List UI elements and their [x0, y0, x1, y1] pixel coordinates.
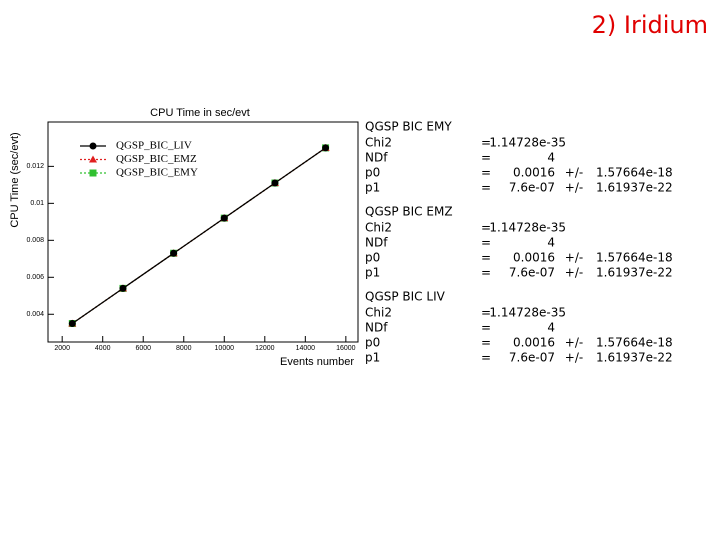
chart-title: CPU Time in sec/evt	[150, 107, 250, 119]
plot-frame	[47, 121, 359, 343]
fit-cell: +/-	[565, 336, 583, 350]
point	[170, 249, 178, 257]
fit-cell: 1.61937e-22	[596, 181, 673, 195]
fit-cell: +/-	[565, 181, 583, 195]
point	[271, 179, 279, 187]
fit-cell: 7.6e-07	[509, 181, 555, 195]
fit-cell: +/-	[565, 166, 583, 180]
fit-cell: 1.57664e-18	[596, 336, 673, 350]
fit-name: QGSP BIC EMZ	[365, 205, 453, 219]
fit-cell: 4	[547, 236, 555, 250]
x-tick-label: 10000	[215, 345, 235, 352]
fit-cell: =	[481, 181, 491, 195]
legend-label: QGSP_BIC_EMY	[116, 167, 198, 179]
point	[220, 214, 228, 222]
fit-cell: =	[481, 136, 491, 150]
fit-cell: p0	[365, 166, 380, 180]
x-tick-label: 16000	[336, 345, 356, 352]
y-axis-label: CPU Time (sec/evt)	[9, 132, 21, 227]
fit-cell: 0.0016	[513, 251, 555, 265]
fit-cell: p1	[365, 351, 380, 365]
slide-title: 2) Iridium	[592, 11, 708, 39]
fit-cell: Chi2	[365, 136, 392, 150]
fit-cell: 1.14728e-35	[489, 136, 566, 150]
legend-label: QGSP_BIC_LIV	[116, 140, 192, 152]
fit-cell: =	[481, 266, 491, 280]
fit-cell: =	[481, 166, 491, 180]
fit-cell: p1	[365, 181, 380, 195]
x-tick-label: 6000	[135, 345, 151, 352]
fit-cell: 1.57664e-18	[596, 251, 673, 265]
point	[68, 320, 76, 328]
fit-cell: p0	[365, 251, 380, 265]
fit-cell: Chi2	[365, 306, 392, 320]
fit-cell: 4	[547, 321, 555, 335]
fit-name: QGSP BIC LIV	[365, 290, 446, 304]
fit-cell: Chi2	[365, 221, 392, 235]
series-line	[71, 147, 326, 325]
legend-marker	[89, 155, 97, 163]
fit-cell: p0	[365, 336, 380, 350]
x-tick-label: 8000	[176, 345, 192, 352]
x-tick-label: 4000	[95, 345, 111, 352]
legend-label: QGSP_BIC_EMZ	[116, 153, 197, 165]
fit-cell: =	[481, 321, 491, 335]
fit-cell: 7.6e-07	[509, 351, 555, 365]
x-tick-label: 2000	[54, 345, 70, 352]
fit-cell: NDf	[365, 321, 388, 335]
fit-cell: =	[481, 306, 491, 320]
y-tick-label: 0.012	[26, 163, 44, 170]
fit-cell: p1	[365, 266, 380, 280]
fit-cell: =	[481, 336, 491, 350]
x-axis-label: Events number	[280, 356, 354, 368]
point	[322, 144, 330, 152]
fit-cell: +/-	[565, 351, 583, 365]
fit-name: QGSP BIC EMY	[365, 120, 452, 134]
fit-cell: =	[481, 236, 491, 250]
y-tick-label: 0.006	[26, 274, 44, 281]
fit-cell: NDf	[365, 236, 388, 250]
fit-cell: +/-	[565, 266, 583, 280]
fit-cell: =	[481, 251, 491, 265]
fit-cell: =	[481, 221, 491, 235]
fit-cell: =	[481, 351, 491, 365]
fit-cell: 0.0016	[513, 166, 555, 180]
y-tick-label: 0.008	[26, 237, 44, 244]
fit-cell: 1.61937e-22	[596, 266, 673, 280]
fit-cell: +/-	[565, 251, 583, 265]
legend-marker	[89, 142, 97, 150]
y-tick-label: 0.004	[26, 311, 44, 318]
y-tick-label: 0.01	[30, 200, 44, 207]
fit-cell: 1.57664e-18	[596, 166, 673, 180]
fit-cell: 1.14728e-35	[489, 306, 566, 320]
legend-marker	[89, 169, 97, 177]
fit-cell: 7.6e-07	[509, 266, 555, 280]
x-tick-label: 14000	[296, 345, 316, 352]
fit-cell: 1.14728e-35	[489, 221, 566, 235]
x-tick-label: 12000	[255, 345, 275, 352]
fit-cell: NDf	[365, 151, 388, 165]
point	[119, 284, 127, 292]
fit-cell: 0.0016	[513, 336, 555, 350]
fit-cell: 4	[547, 151, 555, 165]
fit-cell: 1.61937e-22	[596, 351, 673, 365]
fit-cell: =	[481, 151, 491, 165]
